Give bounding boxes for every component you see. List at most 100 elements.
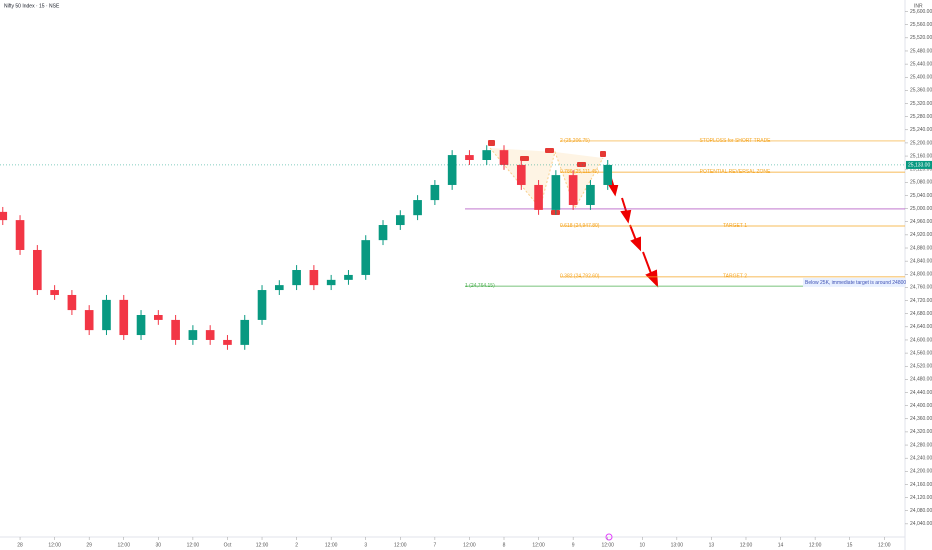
y-tick-label: 25,120.00	[910, 167, 932, 173]
x-tick-label: 12:00	[117, 542, 130, 548]
candle-body	[465, 155, 474, 161]
y-tick-label: 24,560.00	[910, 350, 932, 356]
x-tick-label: 12:00	[325, 542, 338, 548]
pattern-point	[600, 151, 606, 157]
candle-body	[447, 155, 457, 185]
candle-body	[292, 270, 301, 286]
y-tick-label: 25,600.00	[910, 9, 932, 15]
level-label: 0.786 (25,111.45)	[560, 169, 599, 175]
candle-body	[413, 200, 422, 216]
y-tick-label: 25,400.00	[910, 75, 932, 81]
pattern-point	[545, 148, 554, 153]
x-tick-label: 12:00	[878, 542, 891, 548]
x-tick-label: Oct	[224, 542, 232, 548]
x-tick-label: 15	[847, 542, 853, 548]
y-tick-label: 24,160.00	[910, 482, 932, 488]
y-tick-label: 24,200.00	[910, 469, 932, 475]
level-label: TARGET 1	[723, 223, 747, 229]
currency: INR	[914, 3, 923, 9]
level-label: 1 (24,764.15)	[465, 283, 495, 289]
candle-body	[240, 319, 250, 345]
y-tick-label: 25,040.00	[910, 193, 932, 199]
candle-body	[154, 315, 163, 320]
y-tick-label: 25,000.00	[910, 206, 932, 212]
x-tick-label: 30	[156, 542, 162, 548]
y-tick-label: 24,120.00	[910, 495, 932, 501]
y-tick-label: 25,320.00	[910, 101, 932, 107]
candle-body	[257, 290, 267, 320]
chart-title: Nifty 50 Index · 15 · NSE	[4, 3, 60, 9]
arrows	[608, 174, 659, 288]
x-tick-label: 2	[295, 542, 298, 548]
pattern-point	[488, 140, 495, 146]
candle-body	[395, 215, 405, 226]
level-label: 0.382 (24,792.60)	[560, 274, 600, 280]
candle-body	[551, 175, 561, 210]
x-tick-label: 12:00	[740, 542, 753, 548]
candle-body	[586, 184, 595, 205]
y-tick-label: 24,040.00	[910, 521, 932, 527]
y-tick-label: 24,520.00	[910, 364, 932, 370]
x-tick-label: 12:00	[601, 542, 614, 548]
y-tick-label: 24,600.00	[910, 337, 932, 343]
y-tick-label: 24,960.00	[910, 219, 932, 225]
candle-body	[188, 330, 198, 340]
y-tick-label: 24,480.00	[910, 377, 932, 383]
candle-body	[499, 150, 509, 165]
x-tick-label: 9	[572, 542, 575, 548]
y-tick-label: 25,360.00	[910, 88, 932, 94]
y-tick-label: 24,680.00	[910, 311, 932, 317]
y-tick-label: 24,440.00	[910, 390, 932, 396]
x-tick-label: 12:00	[256, 542, 269, 548]
candle-body	[309, 270, 319, 286]
y-tick-label: 24,720.00	[910, 298, 932, 304]
pattern-point	[577, 162, 586, 167]
x-tick-label: 3	[364, 542, 367, 548]
pattern-line	[489, 147, 604, 210]
y-tick-label: 25,480.00	[910, 48, 932, 54]
candle-body	[84, 310, 94, 331]
candle-body	[205, 330, 215, 340]
y-tick-label: 25,280.00	[910, 114, 932, 120]
candle-body	[15, 220, 25, 250]
pattern-area	[555, 152, 603, 208]
candle-body	[223, 339, 232, 345]
y-tick-label: 24,640.00	[910, 324, 932, 330]
y-tick-label: 25,240.00	[910, 127, 932, 133]
y-tick-label: 25,520.00	[910, 35, 932, 41]
candle-body	[482, 150, 492, 161]
y-tick-label: 24,760.00	[910, 285, 932, 291]
candle-body	[534, 184, 543, 210]
candle-body	[344, 274, 353, 280]
x-tick-label: 13	[709, 542, 715, 548]
level-label: 0.618 (24,947.80)	[560, 223, 600, 229]
x-tick-label: 7	[433, 542, 436, 548]
y-tick-label: 24,840.00	[910, 258, 932, 264]
annotation: Below 25K, immediate target is around 24…	[805, 280, 906, 286]
candle-body	[430, 184, 440, 201]
y-tick-label: 25,080.00	[910, 180, 932, 186]
y-tick-label: 24,800.00	[910, 272, 932, 278]
candle-body	[136, 315, 146, 336]
candle-body	[516, 164, 526, 185]
y-tick-label: 25,200.00	[910, 140, 932, 146]
y-tick-label: 24,880.00	[910, 245, 932, 251]
y-tick-label: 24,920.00	[910, 232, 932, 238]
level-label: 2 (25,206.75)	[560, 138, 590, 144]
y-tick-label: 25,160.00	[910, 153, 932, 159]
x-tick-label: 13:00	[671, 542, 684, 548]
x-tick-label: 12:00	[187, 542, 200, 548]
last-price-tag	[906, 160, 932, 169]
y-tick-label: 24,320.00	[910, 429, 932, 435]
candle-body	[102, 299, 111, 331]
candle-body	[119, 299, 129, 336]
y-tick-label: 24,280.00	[910, 442, 932, 448]
level-label: POTENTIAL REVERSAL ZONE	[700, 169, 771, 175]
candle-body	[0, 211, 8, 221]
x-tick-label: 28	[17, 542, 23, 548]
y-tick-label: 25,440.00	[910, 61, 932, 67]
level-label: TARGET 2	[723, 274, 747, 280]
candle-body	[274, 285, 284, 291]
